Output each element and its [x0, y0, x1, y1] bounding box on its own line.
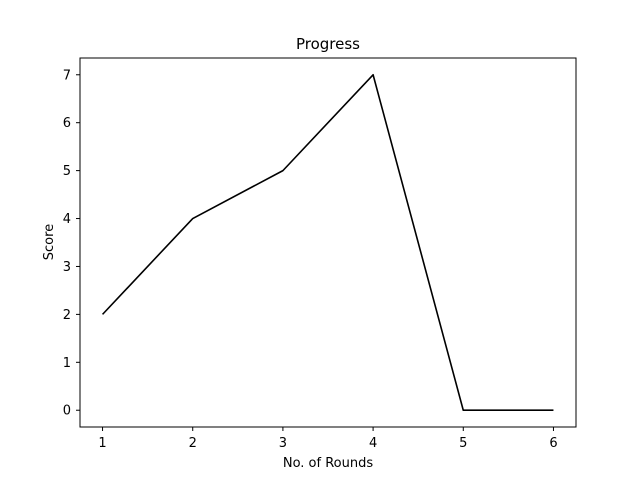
x-tick-label: 2 [189, 436, 197, 451]
y-tick-label: 5 [63, 164, 71, 179]
x-tick-label: 5 [459, 436, 467, 451]
plot-area-frame [79, 57, 577, 428]
y-tick-label: 7 [63, 68, 71, 83]
x-tick-label: 4 [369, 436, 377, 451]
y-tick-label: 1 [63, 356, 71, 371]
x-axis-ticks: 1 2 3 4 5 6 [98, 427, 558, 451]
y-axis-ticks: 0 1 2 3 4 5 6 7 [63, 68, 80, 419]
y-tick-label: 4 [63, 212, 71, 227]
chart-title: Progress [296, 35, 360, 53]
y-tick-label: 3 [63, 260, 71, 275]
x-tick-label: 1 [98, 436, 106, 451]
x-axis-label: No. of Rounds [283, 456, 374, 471]
y-tick-label: 2 [63, 308, 71, 323]
y-tick-label: 6 [63, 116, 71, 131]
series-line [101, 73, 554, 412]
x-tick-label: 3 [279, 436, 287, 451]
y-tick-label: 0 [63, 404, 71, 419]
x-tick-label: 6 [549, 436, 557, 451]
y-axis-label: Score [42, 224, 57, 260]
